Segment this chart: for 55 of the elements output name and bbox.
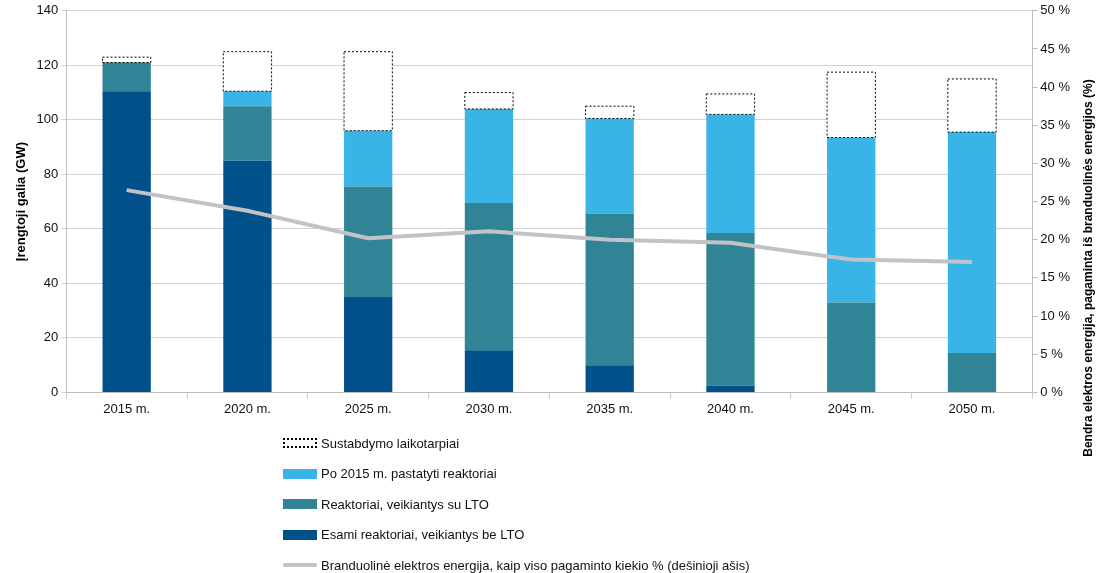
- legend-label: Reaktoriai, veikiantys su LTO: [321, 496, 489, 512]
- bar: [706, 114, 755, 233]
- bar: [102, 62, 151, 92]
- x-tick-label: 2035 m.: [586, 400, 634, 416]
- y2-axis-title: Bendra elektros energija, pagaminta iš branduolinės energijos (%): [1081, 79, 1095, 457]
- bar: [464, 108, 514, 203]
- x-tick-label: 2030 m.: [465, 400, 513, 416]
- bar: [102, 91, 151, 392]
- y-tick-label: 40: [43, 274, 59, 290]
- bar: [585, 213, 634, 366]
- bar: [223, 91, 272, 107]
- y-axis-title: Įrengtoji galia (GW): [13, 142, 29, 262]
- y2-tick-label: 15 %: [1040, 269, 1071, 285]
- y-tick-label: 120: [36, 56, 59, 72]
- bar: [223, 106, 272, 161]
- legend-label: Branduolinė elektros energija, kaip viso pagaminto kiekio % (dešinioji ašis): [321, 557, 750, 573]
- bar: [706, 232, 755, 386]
- x-tick-label: 2050 m.: [948, 400, 996, 416]
- y2-tick-label: 40 %: [1040, 78, 1071, 94]
- y2-tick-label: 5 %: [1040, 345, 1064, 361]
- y2-tick-label: 45 %: [1040, 40, 1071, 56]
- y-tick-label: 80: [43, 165, 59, 181]
- bar: [464, 202, 514, 351]
- y2-tick-label: 10 %: [1040, 307, 1071, 323]
- x-tick-label: 2020 m.: [223, 400, 271, 416]
- y2-tick-label: 20 %: [1040, 231, 1071, 247]
- x-tick-label: 2045 m.: [827, 400, 875, 416]
- y-tick-label: 100: [36, 111, 59, 127]
- y-tick-label: 0: [51, 383, 59, 399]
- bar: [585, 365, 634, 392]
- y-tick-label: 20: [43, 329, 59, 345]
- y2-tick-label: 30 %: [1040, 155, 1071, 171]
- y2-tick-label: 35 %: [1040, 116, 1071, 132]
- legend-label: Po 2015 m. pastatyti reaktoriai: [321, 466, 497, 482]
- bar: [344, 186, 393, 297]
- y-tick-label: 140: [36, 2, 59, 18]
- y2-tick-label: 25 %: [1040, 193, 1071, 209]
- bar: [344, 297, 393, 392]
- y2-tick-label: 50 %: [1040, 2, 1071, 18]
- bar: [947, 352, 997, 392]
- bar: [344, 130, 393, 187]
- bar: [827, 137, 876, 303]
- bar: [947, 132, 997, 353]
- y-tick-label: 60: [43, 220, 59, 236]
- x-tick-label: 2040 m.: [706, 400, 754, 416]
- bar: [223, 160, 272, 392]
- bar: [706, 385, 755, 392]
- bar: [464, 350, 514, 392]
- legend-label: Esami reaktoriai, veikiantys be LTO: [321, 527, 525, 543]
- x-tick-label: 2015 m.: [103, 400, 151, 416]
- x-tick-label: 2025 m.: [344, 400, 392, 416]
- bar: [827, 302, 876, 392]
- y2-tick-label: 0 %: [1040, 383, 1064, 399]
- legend-label: Sustabdymo laikotarpiai: [321, 435, 460, 451]
- bar: [585, 118, 634, 214]
